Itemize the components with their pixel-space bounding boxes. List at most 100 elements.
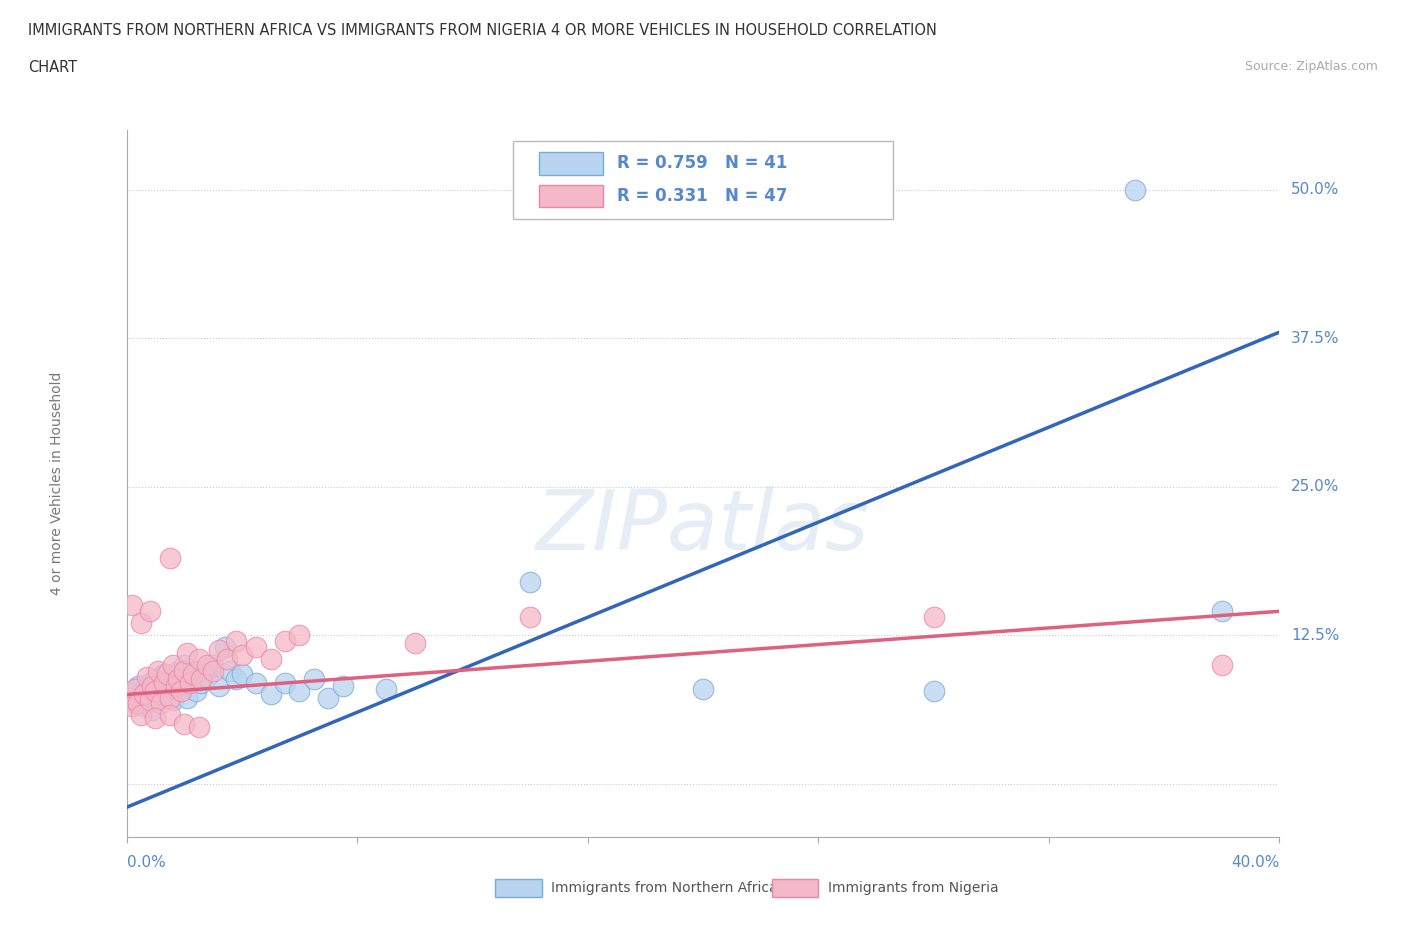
Point	[187, 719, 209, 734]
Point	[148, 663, 170, 678]
Point	[145, 671, 166, 686]
Point	[259, 651, 281, 666]
Point	[302, 671, 325, 686]
FancyBboxPatch shape	[513, 140, 893, 219]
Point	[173, 663, 195, 678]
Point	[202, 658, 225, 672]
Point	[124, 681, 146, 696]
Point	[219, 663, 242, 678]
Point	[519, 574, 541, 589]
Point	[129, 691, 152, 706]
Bar	[772, 880, 818, 897]
Text: 40.0%: 40.0%	[1232, 855, 1279, 870]
Point	[162, 693, 184, 708]
Point	[153, 675, 176, 690]
Bar	[495, 880, 541, 897]
Point	[129, 707, 152, 722]
Text: 37.5%: 37.5%	[1291, 330, 1340, 346]
Point	[179, 671, 201, 686]
Point	[922, 610, 945, 625]
Point	[141, 702, 163, 717]
Point	[138, 604, 160, 618]
Point	[124, 696, 146, 711]
Point	[118, 691, 141, 706]
Point	[245, 675, 267, 690]
Point	[173, 717, 195, 732]
Point	[173, 658, 195, 672]
Point	[374, 681, 398, 696]
Text: IMMIGRANTS FROM NORTHERN AFRICA VS IMMIGRANTS FROM NIGERIA 4 OR MORE VEHICLES IN: IMMIGRANTS FROM NORTHERN AFRICA VS IMMIG…	[28, 23, 936, 38]
Point	[190, 671, 212, 686]
Text: Source: ZipAtlas.com: Source: ZipAtlas.com	[1244, 60, 1378, 73]
Point	[162, 658, 184, 672]
Point	[208, 679, 231, 694]
Point	[179, 675, 201, 690]
Point	[170, 678, 193, 693]
Point	[259, 687, 281, 702]
Point	[176, 645, 198, 660]
Point	[138, 675, 160, 690]
Point	[165, 679, 187, 694]
Point	[187, 651, 209, 666]
Text: Immigrants from Nigeria: Immigrants from Nigeria	[828, 881, 998, 895]
Point	[214, 640, 236, 655]
Point	[184, 684, 207, 698]
Point	[127, 696, 149, 711]
Point	[150, 696, 173, 711]
Point	[167, 671, 190, 686]
Bar	[540, 185, 603, 207]
Text: R = 0.331   N = 47: R = 0.331 N = 47	[616, 187, 787, 205]
Point	[225, 671, 247, 686]
Point	[288, 628, 311, 643]
Point	[519, 610, 541, 625]
Point	[1211, 604, 1233, 618]
Point	[145, 711, 166, 725]
Point	[121, 598, 143, 613]
Point	[127, 679, 149, 694]
Point	[159, 691, 181, 706]
Point	[181, 667, 204, 682]
Point	[121, 687, 143, 702]
Point	[1123, 182, 1146, 197]
Point	[132, 698, 155, 713]
Point	[245, 640, 267, 655]
Point	[187, 663, 209, 678]
Point	[274, 675, 297, 690]
Text: 12.5%: 12.5%	[1291, 628, 1340, 643]
Point	[332, 679, 354, 694]
Point	[129, 616, 152, 631]
Text: 4 or more Vehicles in Household: 4 or more Vehicles in Household	[51, 372, 65, 595]
Point	[190, 675, 212, 690]
Text: 50.0%: 50.0%	[1291, 182, 1340, 197]
Point	[202, 663, 225, 678]
Text: Immigrants from Northern Africa: Immigrants from Northern Africa	[551, 881, 778, 895]
Text: 25.0%: 25.0%	[1291, 479, 1340, 494]
Point	[159, 681, 181, 696]
Point	[288, 684, 311, 698]
Point	[170, 684, 193, 698]
Point	[138, 693, 160, 708]
Point	[922, 684, 945, 698]
Point	[318, 691, 340, 706]
Point	[159, 707, 181, 722]
Point	[692, 681, 714, 696]
Point	[150, 687, 173, 702]
Point	[274, 633, 297, 648]
Point	[176, 691, 198, 706]
Text: ZIPatlas: ZIPatlas	[536, 485, 870, 566]
Point	[195, 658, 218, 672]
Point	[145, 684, 166, 698]
Point	[135, 684, 157, 698]
Point	[195, 670, 218, 684]
Point	[404, 636, 426, 651]
Point	[141, 679, 163, 694]
Point	[217, 651, 239, 666]
Point	[159, 551, 181, 565]
Point	[153, 667, 176, 682]
Bar	[540, 153, 603, 175]
Point	[132, 687, 155, 702]
Point	[231, 648, 253, 663]
Point	[121, 698, 143, 713]
Text: 0.0%: 0.0%	[127, 855, 166, 870]
Point	[231, 667, 253, 682]
